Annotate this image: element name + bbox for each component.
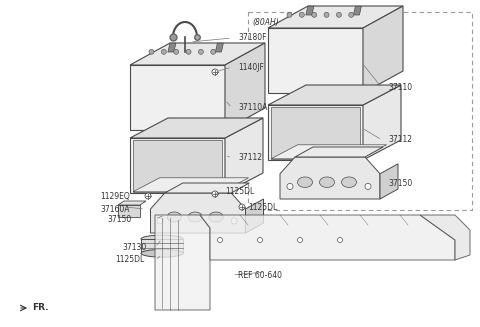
Polygon shape — [130, 138, 225, 193]
Polygon shape — [295, 147, 383, 157]
Text: 37150: 37150 — [107, 215, 131, 223]
Circle shape — [287, 12, 292, 17]
Circle shape — [312, 12, 317, 17]
Polygon shape — [130, 118, 263, 138]
Polygon shape — [118, 201, 146, 205]
Text: 37180F: 37180F — [238, 33, 266, 43]
Ellipse shape — [141, 235, 183, 243]
Ellipse shape — [141, 250, 183, 257]
Polygon shape — [225, 118, 263, 193]
Circle shape — [300, 12, 304, 17]
Polygon shape — [155, 215, 210, 310]
Polygon shape — [165, 183, 249, 193]
Ellipse shape — [341, 177, 357, 187]
Polygon shape — [420, 215, 470, 260]
Polygon shape — [353, 6, 361, 15]
Circle shape — [298, 237, 302, 243]
Circle shape — [239, 204, 245, 210]
Text: 37160A: 37160A — [100, 204, 130, 214]
Polygon shape — [363, 6, 403, 93]
Polygon shape — [268, 105, 363, 160]
Ellipse shape — [167, 212, 181, 222]
Text: 1125DL: 1125DL — [248, 202, 277, 212]
Text: 37112: 37112 — [238, 153, 262, 163]
Ellipse shape — [320, 177, 335, 187]
Polygon shape — [306, 6, 314, 15]
Polygon shape — [268, 85, 401, 105]
Circle shape — [365, 183, 371, 189]
Polygon shape — [141, 239, 183, 253]
Polygon shape — [245, 199, 264, 233]
Text: 37130: 37130 — [122, 243, 146, 251]
Text: FR.: FR. — [32, 303, 48, 313]
Circle shape — [145, 193, 151, 199]
Bar — [248, 12, 472, 210]
Circle shape — [212, 191, 218, 197]
Circle shape — [186, 49, 191, 54]
Circle shape — [324, 12, 329, 17]
Text: (80AH): (80AH) — [252, 19, 279, 27]
Text: 37112: 37112 — [388, 135, 412, 145]
Ellipse shape — [209, 212, 223, 222]
Polygon shape — [151, 193, 245, 233]
Circle shape — [174, 49, 179, 54]
Text: 37110A: 37110A — [238, 104, 267, 112]
Circle shape — [211, 49, 216, 54]
Polygon shape — [200, 215, 455, 260]
Text: 37150: 37150 — [388, 179, 412, 187]
Circle shape — [212, 69, 218, 75]
Circle shape — [198, 49, 204, 54]
Circle shape — [287, 183, 293, 189]
Polygon shape — [271, 107, 360, 159]
Circle shape — [349, 12, 354, 17]
Circle shape — [257, 237, 263, 243]
Polygon shape — [133, 178, 249, 192]
Ellipse shape — [298, 177, 312, 187]
Polygon shape — [280, 157, 380, 199]
Polygon shape — [268, 6, 403, 28]
Polygon shape — [380, 164, 398, 199]
Polygon shape — [130, 65, 225, 130]
Polygon shape — [216, 43, 223, 52]
Circle shape — [231, 218, 237, 224]
Circle shape — [217, 237, 223, 243]
Text: REF 60-640: REF 60-640 — [238, 270, 282, 280]
Text: 1140JF: 1140JF — [238, 62, 264, 72]
Text: 1125DL: 1125DL — [115, 255, 144, 265]
Polygon shape — [268, 28, 363, 93]
Polygon shape — [168, 43, 176, 52]
Text: 1125DL: 1125DL — [225, 187, 254, 197]
Circle shape — [336, 12, 341, 17]
Text: 1129EQ: 1129EQ — [100, 192, 130, 200]
Ellipse shape — [188, 212, 202, 222]
Polygon shape — [130, 43, 265, 65]
Polygon shape — [363, 85, 401, 160]
Polygon shape — [118, 205, 140, 217]
Polygon shape — [225, 43, 265, 130]
Circle shape — [337, 237, 343, 243]
Polygon shape — [133, 140, 222, 192]
Circle shape — [161, 49, 167, 54]
Text: 37110: 37110 — [388, 83, 412, 93]
Polygon shape — [271, 145, 386, 159]
Circle shape — [149, 49, 154, 54]
Circle shape — [157, 218, 163, 224]
